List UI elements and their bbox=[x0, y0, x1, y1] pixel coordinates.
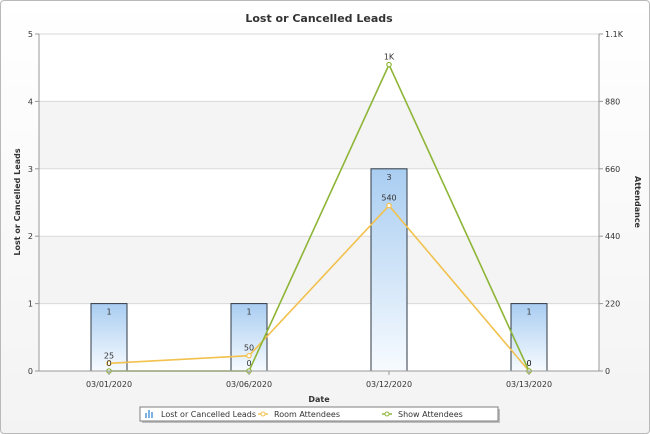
bar-data-label: 1 bbox=[246, 308, 251, 317]
y-tick-label: 5 bbox=[28, 30, 33, 39]
x-tick-label: 03/13/2020 bbox=[506, 380, 552, 389]
bar-data-label: 1 bbox=[106, 308, 111, 317]
legend-swatch-bar bbox=[148, 410, 150, 418]
y2-tick-label: 660 bbox=[605, 165, 620, 174]
y2-tick-label: 880 bbox=[605, 97, 620, 106]
y-tick-label: 3 bbox=[28, 165, 33, 174]
line-data-label: 540 bbox=[381, 194, 396, 203]
line-data-label: 50 bbox=[244, 344, 254, 353]
plot-band bbox=[39, 34, 599, 102]
legend-swatch-bar bbox=[151, 412, 153, 418]
line-point bbox=[246, 352, 252, 359]
x-tick-label: 03/01/2020 bbox=[86, 380, 132, 389]
line-data-label: 25 bbox=[104, 351, 114, 360]
line-data-label: 0 bbox=[106, 359, 111, 368]
y2-tick-label: 1.1K bbox=[605, 30, 624, 39]
bar bbox=[90, 303, 128, 372]
legend-label: Room Attendees bbox=[274, 410, 340, 419]
legend-swatch-bar bbox=[145, 413, 147, 418]
plot-band bbox=[39, 236, 599, 304]
line-data-label: 0 bbox=[246, 359, 251, 368]
legend-box bbox=[139, 406, 499, 422]
y-tick-label: 1 bbox=[28, 300, 33, 309]
plot-band bbox=[39, 101, 599, 169]
bar-data-label: 1 bbox=[526, 308, 531, 317]
x-axis-title: Date bbox=[308, 395, 330, 404]
line-point bbox=[106, 360, 112, 367]
legend-label: Lost or Cancelled Leads bbox=[161, 410, 256, 419]
legend-swatch-marker bbox=[260, 411, 266, 417]
chart-title: Lost or Cancelled Leads bbox=[245, 12, 393, 25]
legend-swatch-marker bbox=[384, 411, 390, 417]
series-line bbox=[108, 204, 530, 372]
plot-band bbox=[39, 168, 599, 237]
y2-tick-label: 0 bbox=[605, 367, 610, 376]
line-data-label: 1K bbox=[384, 53, 395, 62]
legend-label: Show Attendees bbox=[398, 410, 463, 419]
x-tick-label: 03/06/2020 bbox=[226, 380, 272, 389]
bar bbox=[370, 168, 408, 372]
line-point bbox=[386, 202, 392, 209]
line-point bbox=[386, 61, 392, 68]
y-tick-label: 0 bbox=[28, 367, 33, 376]
bar bbox=[510, 303, 548, 372]
chart-legend: Lost or Cancelled Leads Room Attendees Sho… bbox=[139, 406, 500, 423]
y2-axis-title: Attendance bbox=[633, 176, 642, 229]
plot-band bbox=[39, 303, 599, 371]
y-axis-title: Lost or Cancelled Leads bbox=[13, 148, 22, 255]
y-tick-label: 4 bbox=[28, 97, 33, 106]
line-data-label: 0 bbox=[526, 359, 531, 368]
y2-tick-label: 440 bbox=[605, 232, 620, 241]
x-tick-label: 03/12/2020 bbox=[366, 380, 412, 389]
line-data-label: 0 bbox=[526, 359, 531, 368]
y2-tick-label: 220 bbox=[605, 300, 620, 309]
bar-data-label: 3 bbox=[386, 173, 391, 182]
y-tick-label: 2 bbox=[28, 232, 33, 241]
